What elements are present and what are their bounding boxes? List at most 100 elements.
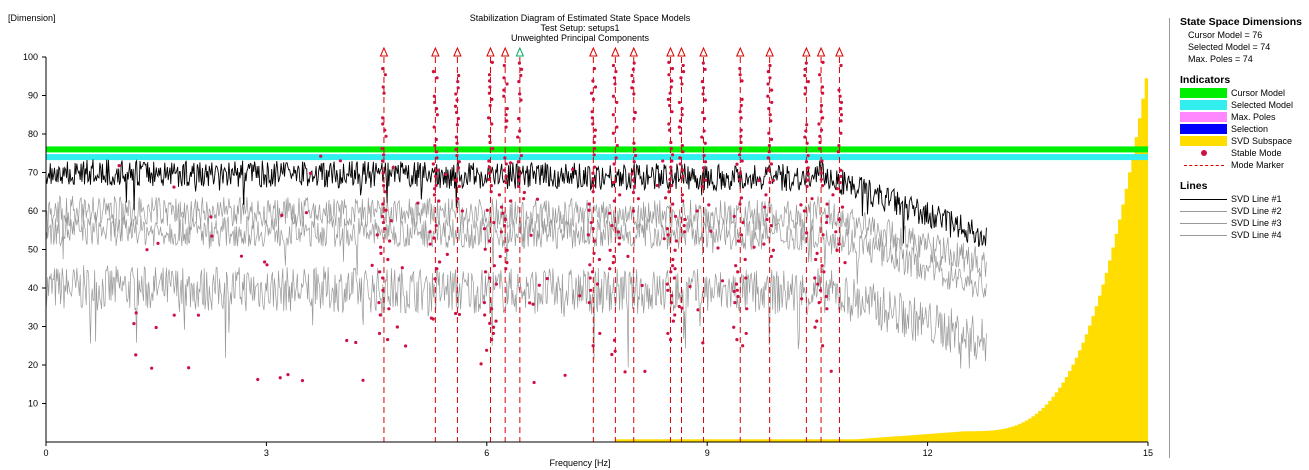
stable-mode-dot [732, 289, 736, 294]
stable-mode-dot [757, 178, 761, 183]
stable-mode-dot [535, 197, 540, 201]
stable-mode-dot [379, 245, 383, 249]
stable-mode-dot [678, 119, 683, 123]
stable-mode-dot [591, 97, 596, 101]
stable-mode-dot [672, 276, 677, 280]
stable-mode-dot [432, 236, 436, 240]
legend-max-poles[interactable]: Max. Poles [1180, 111, 1305, 123]
stable-mode-icon [1180, 148, 1227, 158]
stable-mode-dot [490, 337, 494, 342]
stable-mode-dot [668, 337, 673, 342]
stable-mode-dot [286, 373, 290, 377]
legend-svd-line-1[interactable]: SVD Line #1 [1180, 193, 1305, 205]
stable-mode-dot [545, 277, 549, 281]
stable-mode-dot [824, 220, 829, 225]
stable-mode-dot [612, 199, 616, 203]
svd-line-1 [45, 159, 987, 247]
stable-mode-dot [593, 134, 597, 138]
stable-mode-dot [665, 282, 669, 286]
stable-mode-dot [736, 270, 740, 274]
stable-mode-dot [820, 159, 824, 163]
stable-mode-dot [483, 313, 487, 317]
stable-mode-dot [150, 366, 154, 370]
x-tick-label: 0 [43, 448, 48, 458]
stable-mode-dot [838, 180, 842, 185]
stable-mode-dot [819, 177, 823, 182]
stable-mode-dot [300, 379, 305, 383]
stable-mode-dot [674, 239, 678, 243]
legend-svd-line-2[interactable]: SVD Line #2 [1180, 205, 1305, 217]
stable-mode-dot [677, 304, 681, 309]
stable-mode-dot [265, 263, 269, 267]
stable-mode-dot [666, 331, 670, 336]
stable-mode-dot [839, 106, 843, 111]
stable-mode-dot [587, 202, 591, 206]
plot-frame [45, 57, 1148, 443]
stable-mode-dot [667, 73, 671, 77]
stable-mode-dot [630, 73, 634, 78]
mode-marker-triangle [677, 46, 686, 57]
stable-mode-dot [593, 85, 598, 89]
dimensions-title: State Space Dimensions [1180, 16, 1302, 28]
stable-mode-dot [837, 217, 841, 222]
stable-mode-dot [738, 171, 742, 175]
legend-svd-line-4[interactable]: SVD Line #4 [1180, 229, 1305, 241]
stable-mode-dot [395, 325, 399, 329]
stable-mode-dot [696, 308, 700, 312]
stable-mode-dot [338, 159, 343, 163]
stable-mode-dot [504, 113, 508, 117]
legend-mode-marker[interactable]: Mode Marker [1180, 159, 1305, 171]
legend-cursor-model[interactable]: Cursor Model [1180, 87, 1305, 99]
stable-mode-dot [677, 100, 682, 105]
stable-mode-dot [487, 91, 491, 95]
legend-svd-subspace[interactable]: SVD Subspace [1180, 135, 1305, 147]
mode-marker-triangle [500, 46, 510, 57]
stable-mode-dot [501, 211, 505, 215]
stable-mode-dot [735, 162, 739, 166]
mode-marker-triangle [453, 46, 462, 57]
stable-mode-dot [381, 171, 385, 175]
stable-mode-dot [428, 242, 432, 246]
stable-mode-dot [695, 209, 699, 213]
stable-mode-dot [666, 288, 670, 292]
stable-mode-dot [516, 117, 521, 121]
stable-mode-dot [701, 166, 706, 170]
legend-selected-model[interactable]: Selected Model [1180, 99, 1305, 111]
stable-mode-dot [829, 369, 833, 373]
stable-mode-dot [482, 227, 487, 231]
stable-mode-dot [744, 276, 748, 280]
stable-mode-dot [172, 313, 176, 317]
legend-svd-line-3[interactable]: SVD Line #3 [1180, 217, 1305, 229]
stable-mode-dot [701, 92, 705, 96]
stable-mode-dot [741, 344, 745, 348]
stable-mode-dot [592, 165, 597, 169]
stable-mode-dot [680, 306, 684, 310]
stable-mode-dot [670, 110, 674, 114]
legend-selection[interactable]: Selection [1180, 123, 1305, 135]
legend-stable-mode[interactable]: Stable Mode [1180, 147, 1305, 159]
stable-mode-dot [673, 267, 677, 271]
stable-mode-dot [631, 67, 635, 71]
y-tick-label: 70 [28, 168, 38, 178]
stable-mode-dot [445, 252, 449, 256]
stable-mode-dot [735, 337, 739, 342]
x-tick-label: 12 [923, 448, 933, 458]
indicators-title: Indicators [1180, 74, 1231, 86]
stable-mode-dot [308, 171, 313, 175]
stable-mode-dot [497, 193, 501, 197]
stable-mode-dot [825, 214, 829, 218]
stable-mode-dot [608, 211, 612, 215]
stable-mode-dot [518, 129, 522, 133]
stable-mode-dot [824, 294, 828, 299]
stable-mode-dot [416, 201, 420, 205]
stable-mode-dot [668, 91, 672, 95]
stable-mode-dot [817, 122, 821, 126]
chart-title: Stabilization Diagram of Estimated State… [470, 13, 691, 23]
mode-marker-triangle [589, 46, 598, 57]
stable-mode-dot [821, 233, 825, 237]
stable-mode-dot [456, 86, 460, 90]
stable-mode-dot [818, 288, 823, 292]
stable-mode-dot [818, 73, 822, 77]
stable-mode-dot [494, 319, 498, 323]
stable-mode-dot [678, 156, 682, 160]
